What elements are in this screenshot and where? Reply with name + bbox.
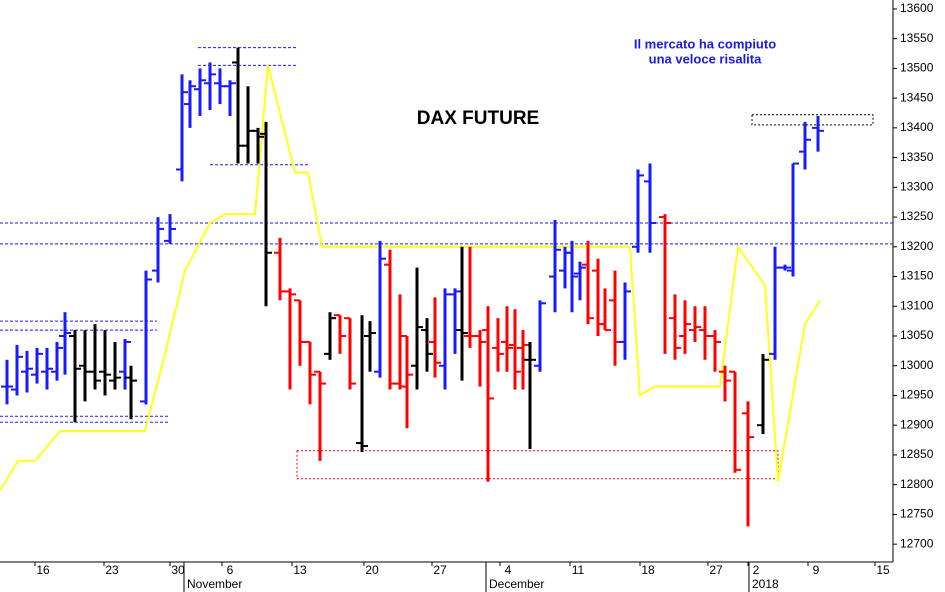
y-tick-label: 13450 <box>900 90 934 104</box>
y-tick-label: 13200 <box>900 239 934 253</box>
annotation: una veloce risalita <box>649 51 762 66</box>
y-tick-label: 13350 <box>900 150 934 164</box>
x-tick-label: 30 <box>171 563 185 577</box>
y-tick-label: 13100 <box>900 298 934 312</box>
y-tick-label: 13300 <box>900 180 934 194</box>
x-tick-label: 11 <box>572 563 585 577</box>
x-tick-label: 15 <box>876 563 890 577</box>
y-tick-label: 12950 <box>900 388 934 402</box>
x-tick-label: 6 <box>227 563 234 577</box>
y-tick-label: 12900 <box>900 417 934 431</box>
x-tick-label: 13 <box>293 563 307 577</box>
x-tick-label: 4 <box>505 563 512 577</box>
y-tick-label: 13000 <box>900 358 934 372</box>
y-tick-label: 12700 <box>900 536 934 550</box>
y-tick-label: 13150 <box>900 269 934 283</box>
y-tick-label: 12800 <box>900 477 934 491</box>
x-tick-label: 23 <box>105 563 119 577</box>
chart-title: DAX FUTURE <box>417 108 539 129</box>
month-label: 2018 <box>752 577 779 591</box>
annotation: Il mercato ha compiuto <box>634 36 776 51</box>
y-tick-label: 13550 <box>900 31 934 45</box>
x-tick-label: 27 <box>433 563 447 577</box>
y-tick-label: 12850 <box>900 447 934 461</box>
y-tick-label: 13400 <box>900 120 934 134</box>
y-tick-label: 13050 <box>900 328 934 342</box>
x-tick-label: 18 <box>641 563 655 577</box>
range-box <box>751 114 874 126</box>
x-tick-label: 16 <box>36 563 50 577</box>
y-tick-label: 13500 <box>900 61 934 75</box>
x-tick-label: 20 <box>365 563 379 577</box>
month-label: December <box>489 577 544 591</box>
range-box <box>296 450 779 480</box>
y-tick-label: 13250 <box>900 209 934 223</box>
trend-line <box>0 65 821 492</box>
x-tick-label: 2 <box>753 563 760 577</box>
month-label: November <box>187 577 242 591</box>
y-tick-label: 12750 <box>900 507 934 521</box>
x-tick-label: 9 <box>813 563 820 577</box>
y-tick-label: 13600 <box>900 1 934 15</box>
x-tick-label: 27 <box>709 563 723 577</box>
